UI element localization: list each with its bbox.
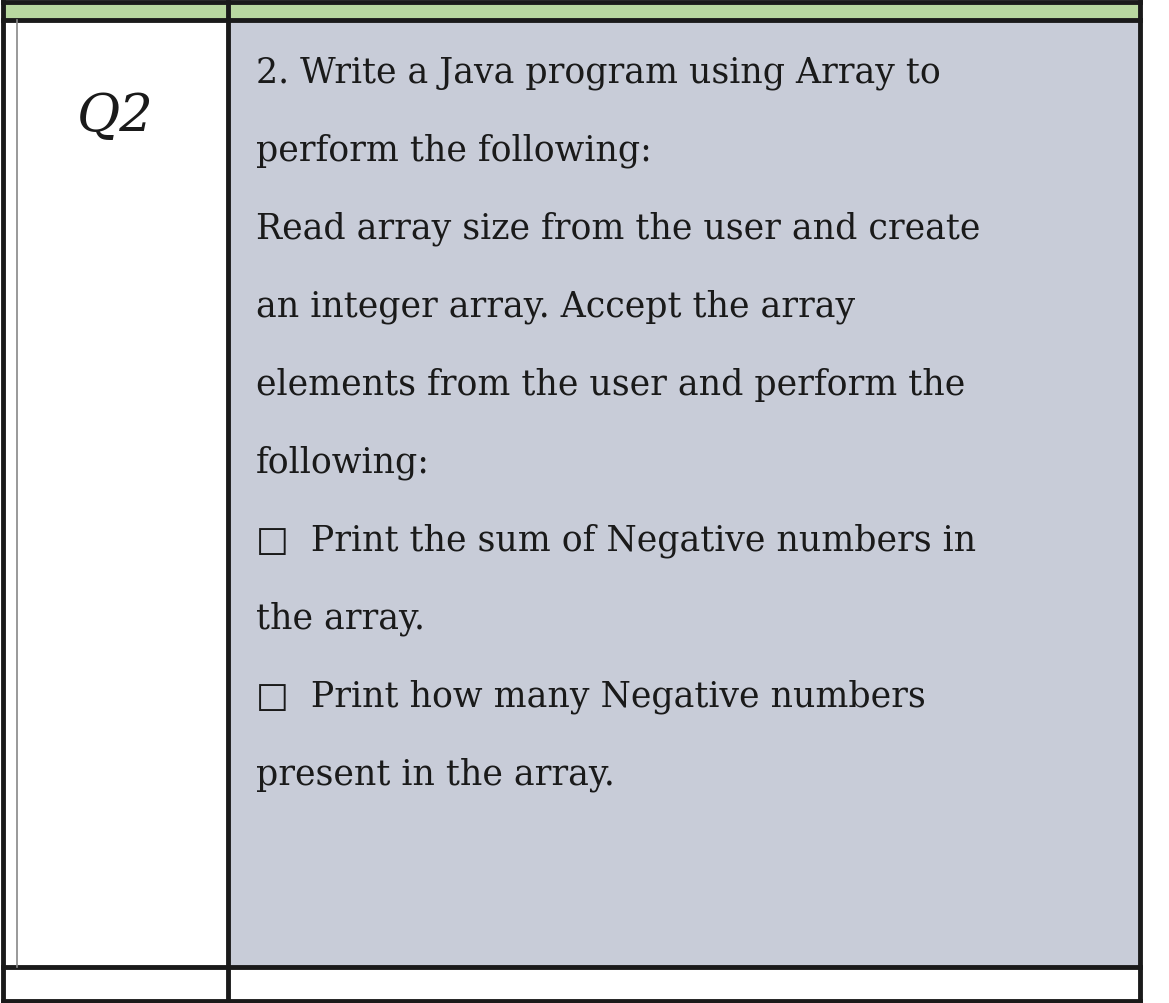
Bar [4, 21, 228, 967]
Text: □  Print the sum of Negative numbers in: □ Print the sum of Negative numbers in [256, 524, 976, 558]
Text: Q2: Q2 [77, 91, 154, 141]
Bar [228, 21, 1140, 967]
Text: present in the array.: present in the array. [256, 757, 615, 791]
Text: an integer array. Accept the array: an integer array. Accept the array [256, 290, 856, 324]
Text: Read array size from the user and create: Read array size from the user and create [256, 212, 981, 247]
Text: elements from the user and perform the: elements from the user and perform the [256, 368, 966, 401]
Text: following:: following: [256, 445, 430, 480]
Text: perform the following:: perform the following: [256, 133, 652, 169]
Bar [4, 967, 1140, 1003]
Text: 2. Write a Java program using Array to: 2. Write a Java program using Array to [256, 56, 941, 90]
Text: the array.: the array. [256, 602, 426, 636]
Bar [4, 3, 1140, 21]
Text: □  Print how many Negative numbers: □ Print how many Negative numbers [256, 679, 926, 714]
